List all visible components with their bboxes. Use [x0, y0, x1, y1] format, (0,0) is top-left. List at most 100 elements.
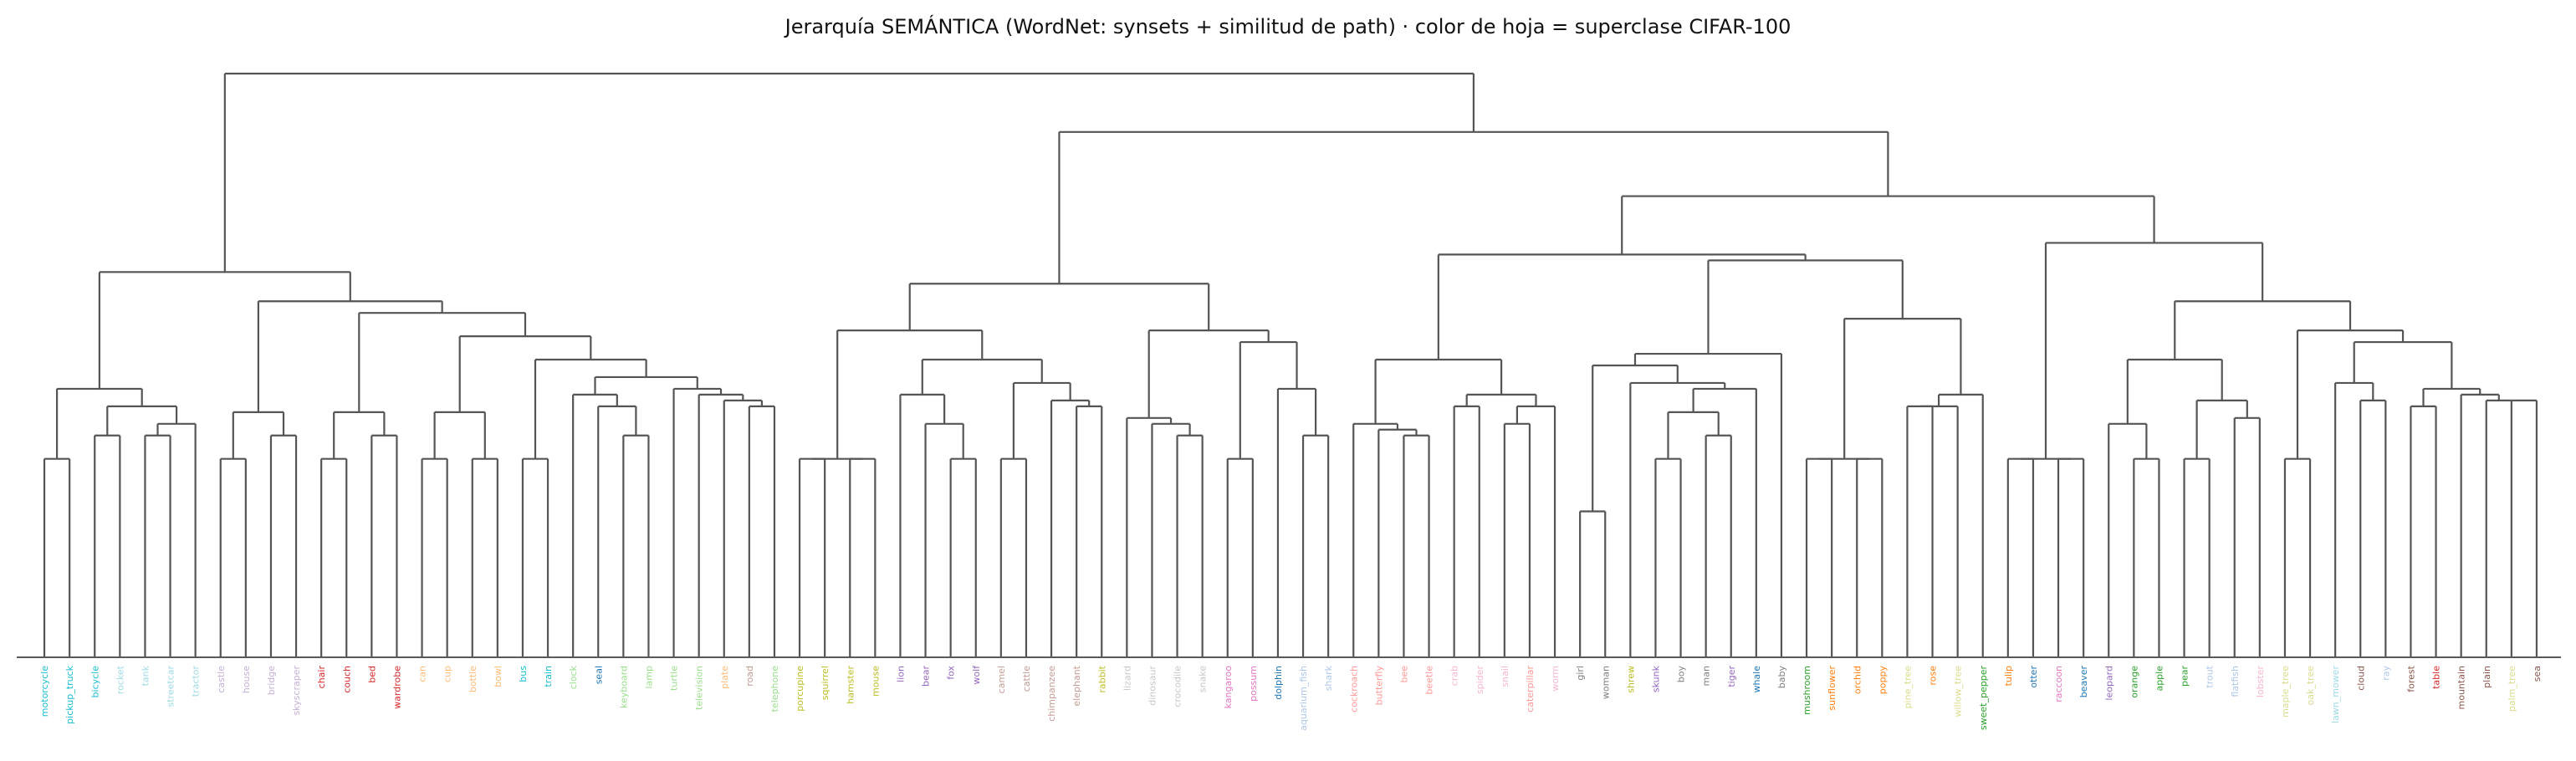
leaf-label: boy: [1676, 666, 1687, 683]
leaf-label: table: [2431, 666, 2442, 689]
leaf-label: motorcycle: [39, 666, 50, 717]
leaf-label: castle: [216, 666, 227, 693]
leaf-label: elephant: [1071, 665, 1082, 706]
leaf-label: worm: [1550, 666, 1561, 692]
leaf-label: otter: [2028, 666, 2039, 688]
leaf-label: wolf: [971, 665, 982, 685]
leaf-label: orchid: [1852, 666, 1863, 694]
leaf-label: willow_tree: [1953, 666, 1964, 718]
leaf-label: pine_tree: [1902, 666, 1913, 709]
leaf-label: camel: [996, 666, 1007, 693]
leaf-label: chimpanzee: [1046, 666, 1057, 722]
leaf-label: forest: [2405, 665, 2416, 692]
leaf-label: television: [694, 666, 705, 710]
leaf-label: baby: [1776, 666, 1787, 689]
leaf-label: seal: [593, 666, 604, 684]
leaf-label: lion: [895, 666, 906, 682]
leaf-label: porcupine: [795, 666, 805, 712]
leaf-label: lawn_mower: [2330, 666, 2341, 723]
leaf-label: pear: [2180, 666, 2190, 687]
leaf-label: bottle: [468, 666, 478, 692]
leaf-label: palm_tree: [2507, 666, 2517, 712]
leaf-label: keyboard: [618, 666, 629, 708]
leaf-label: bear: [921, 666, 932, 687]
leaf-label: cloud: [2355, 666, 2366, 691]
leaf-label: apple: [2154, 666, 2165, 692]
leaf-label: poppy: [1877, 666, 1888, 695]
leaf-label: sweet_pepper: [1978, 666, 1989, 731]
leaf-label: caterpillar: [1525, 666, 1536, 712]
leaf-label: wardrobe: [391, 666, 402, 709]
leaf-label: flatfish: [2230, 666, 2241, 697]
leaf-label: skyscraper: [291, 666, 302, 716]
leaf-label: snail: [1500, 666, 1510, 687]
leaf-label: rocket: [115, 665, 125, 694]
leaf-label: clock: [568, 665, 579, 689]
leaf-label: shrew: [1625, 666, 1636, 693]
leaf-label: bed: [366, 666, 377, 683]
leaf-label: tractor: [191, 666, 202, 697]
leaf-label: snake: [1198, 666, 1209, 692]
leaf-label: orange: [2129, 666, 2139, 698]
leaf-label: raccoon: [2053, 666, 2064, 702]
leaf-label: plate: [719, 666, 730, 689]
leaf-label: shark: [1323, 665, 1334, 691]
leaf-label: bicycle: [89, 666, 100, 698]
leaf-label: pickup_truck: [64, 665, 75, 723]
leaf-label: leopard: [2103, 666, 2114, 701]
leaf-label: spider: [1475, 666, 1485, 695]
chart-title: Jerarquía SEMÁNTICA (WordNet: synsets + …: [785, 15, 1791, 38]
leaf-label: possum: [1248, 666, 1259, 702]
leaf-label: crocodile: [1173, 666, 1183, 707]
leaf-label: streetcar: [166, 666, 176, 707]
leaf-label: train: [543, 666, 554, 687]
leaf-label: oak_tree: [2305, 666, 2316, 706]
leaf-label: lamp: [643, 666, 654, 689]
leaf-label: can: [417, 666, 428, 682]
leaf-label: lobster: [2255, 666, 2266, 698]
leaf-label: cup: [442, 666, 453, 682]
leaf-label: tank: [140, 665, 151, 686]
leaf-label: beetle: [1424, 666, 1435, 695]
leaf-label: road: [744, 666, 755, 687]
leaf-label: rose: [1928, 666, 1939, 686]
leaf-label: mountain: [2456, 666, 2467, 709]
leaf-label: hamster: [845, 666, 856, 704]
leaf-label: plain: [2481, 666, 2492, 688]
leaf-label: couch: [341, 666, 352, 693]
leaf-label: cockroach: [1348, 666, 1359, 712]
leaf-label: cattle: [1021, 666, 1032, 692]
leaf-label: aquarium_fish: [1298, 666, 1309, 731]
leaf-label: bridge: [266, 666, 277, 696]
leaf-label: house: [241, 666, 252, 693]
leaf-label: skunk: [1650, 665, 1661, 692]
leaf-label: dolphin: [1273, 666, 1284, 700]
leaf-label: tiger: [1726, 666, 1737, 687]
leaf-label: beaver: [2078, 666, 2089, 698]
leaf-label: crab: [1449, 666, 1460, 686]
leaf-label: bowl: [493, 666, 503, 687]
leaf-label: trout: [2205, 665, 2216, 687]
leaf-label: whale: [1751, 666, 1762, 693]
leaf-label: lizard: [1122, 666, 1132, 691]
leaf-label: butterfly: [1373, 666, 1384, 706]
leaf-label: bus: [518, 666, 529, 682]
leaf-label: maple_tree: [2280, 666, 2291, 718]
leaf-label: turtle: [669, 666, 680, 691]
leaf-label: squirrel: [820, 666, 831, 700]
leaf-label: mushroom: [1802, 666, 1812, 715]
leaf-label: sunflower: [1827, 666, 1837, 711]
leaf-label: girl: [1575, 666, 1586, 681]
leaf-label: fox: [946, 666, 957, 680]
leaf-label: rabbit: [1096, 665, 1107, 692]
leaf-label: tulip: [2003, 666, 2014, 686]
leaf-label: dinosaur: [1147, 666, 1158, 706]
leaf-label: man: [1701, 666, 1712, 686]
leaf-label: woman: [1600, 666, 1611, 699]
leaf-label: chair: [316, 666, 327, 689]
leaf-label: ray: [2380, 666, 2391, 681]
leaf-label: telephone: [769, 666, 780, 712]
leaf-label: bee: [1398, 666, 1409, 683]
leaf-label: sea: [2532, 666, 2543, 682]
